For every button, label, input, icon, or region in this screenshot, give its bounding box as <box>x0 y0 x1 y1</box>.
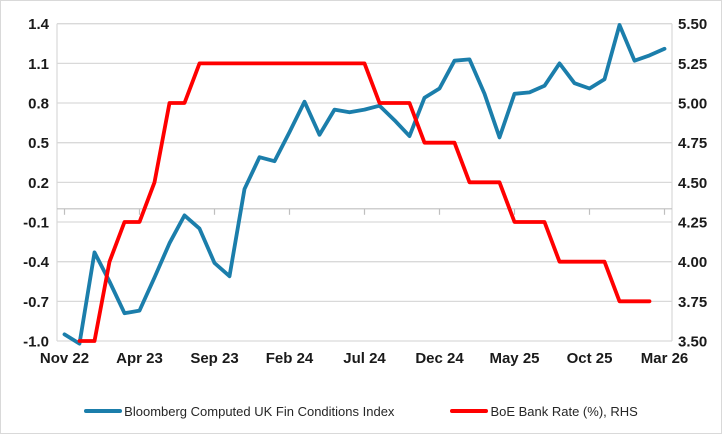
boe-rate-legend-label: BoE Bank Rate (%), RHS <box>490 403 638 419</box>
x-axis-tick-label: Apr 23 <box>116 350 163 367</box>
x-axis-tick-label: Nov 22 <box>40 350 89 367</box>
fci-legend-label: Bloomberg Computed UK Fin Conditions Ind… <box>124 403 395 419</box>
right-axis-tick-label: 3.50 <box>678 334 707 351</box>
chart-legend: Bloomberg Computed UK Fin Conditions Ind… <box>1 399 721 423</box>
x-axis-tick-label: May 25 <box>489 350 539 367</box>
right-axis-tick-label: 3.75 <box>678 294 707 311</box>
right-axis-tick-label: 5.50 <box>678 16 707 33</box>
fci-line <box>62 23 667 346</box>
left-axis-tick-label: 1.4 <box>28 16 50 33</box>
fci-line-swatch <box>84 409 123 413</box>
left-axis-tick-label: -0.4 <box>23 254 50 271</box>
x-axis-tick-label: Jul 24 <box>343 350 386 367</box>
right-axis-tick-label: 5.00 <box>678 96 707 113</box>
left-axis-tick-label: -0.7 <box>23 294 49 311</box>
left-axis-tick-label: -1.0 <box>23 334 49 351</box>
left-axis-tick-label: 0.5 <box>28 135 49 152</box>
legend-item-boe-rate: BoE Bank Rate (%), RHS <box>450 403 638 419</box>
x-axis-tick-label: Oct 25 <box>567 350 613 367</box>
right-axis-tick-label: 5.25 <box>678 56 707 73</box>
left-axis-tick-label: -0.1 <box>23 215 49 232</box>
legend-item-fci: Bloomberg Computed UK Fin Conditions Ind… <box>84 404 394 419</box>
x-axis-tick-label: Mar 26 <box>641 350 689 367</box>
boe-rate-line-swatch <box>450 409 489 413</box>
x-axis-tick-label: Feb 24 <box>266 350 314 367</box>
right-axis-tick-label: 4.50 <box>678 175 707 192</box>
x-axis-tick-label: Dec 24 <box>415 350 464 367</box>
boe-rate-line <box>77 61 652 343</box>
right-axis-tick-label: 4.25 <box>678 215 707 232</box>
left-axis-tick-label: 0.2 <box>28 175 49 192</box>
left-axis-tick-label: 0.8 <box>28 96 49 113</box>
x-axis-tick-label: Sep 23 <box>190 350 238 367</box>
right-axis-tick-label: 4.00 <box>678 254 707 271</box>
left-axis-tick-label: 1.1 <box>28 56 49 73</box>
right-axis-tick-label: 4.75 <box>678 135 707 152</box>
